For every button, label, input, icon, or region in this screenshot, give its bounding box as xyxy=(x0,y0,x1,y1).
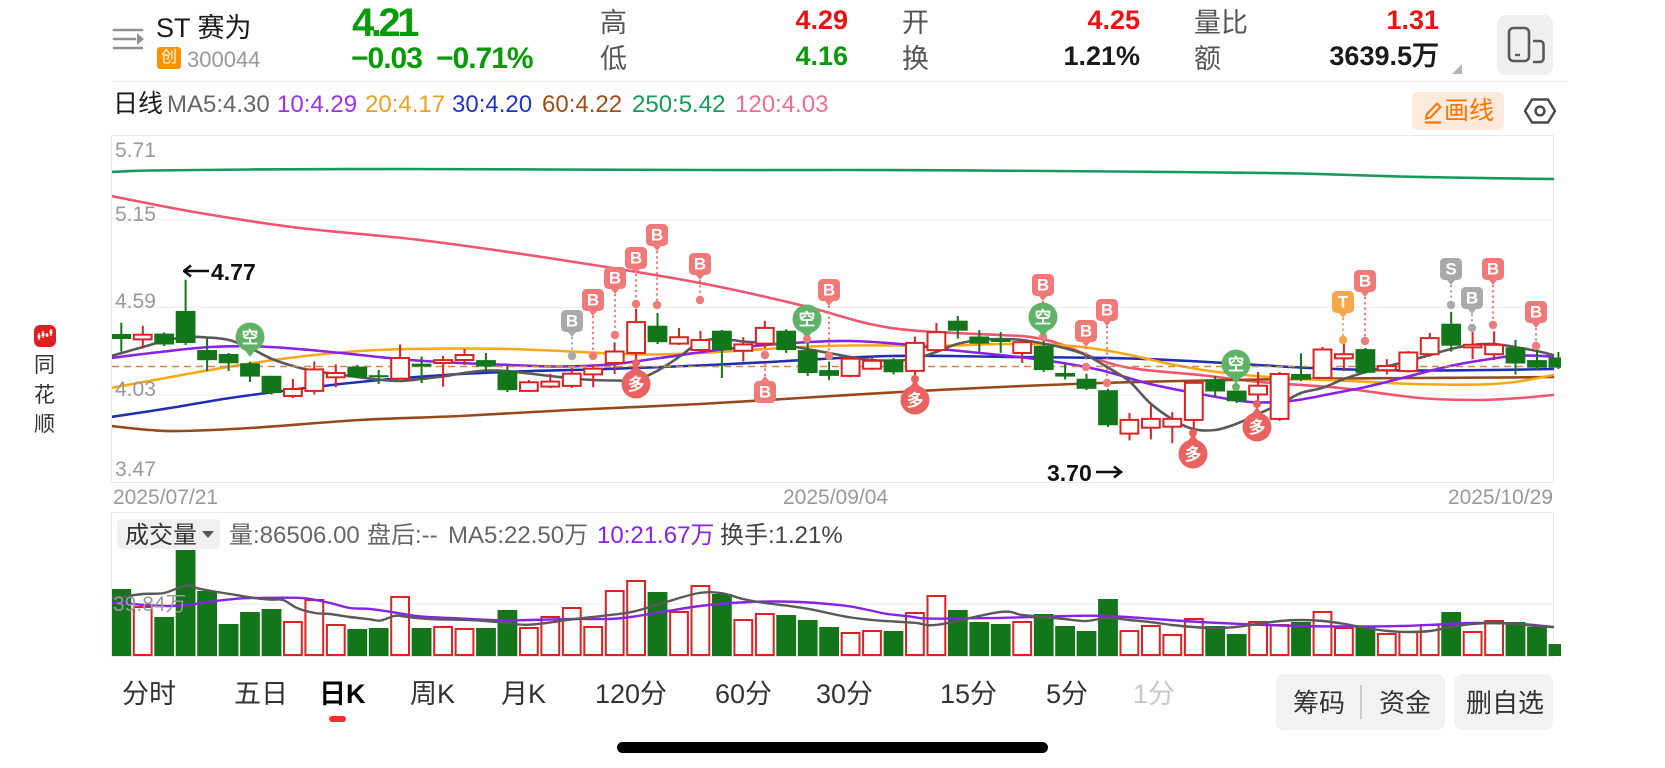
svg-text:B: B xyxy=(1359,272,1371,291)
svg-text:T: T xyxy=(1338,293,1349,312)
svg-text:空: 空 xyxy=(1035,307,1052,327)
svg-text:B: B xyxy=(609,269,621,288)
svg-text:B: B xyxy=(1037,276,1049,295)
svg-text:B: B xyxy=(759,383,771,402)
svg-text:多: 多 xyxy=(907,390,924,410)
svg-text:多: 多 xyxy=(628,374,645,394)
svg-text:B: B xyxy=(630,249,642,268)
svg-text:多: 多 xyxy=(1249,417,1266,437)
svg-text:B: B xyxy=(566,312,578,331)
svg-text:空: 空 xyxy=(1228,354,1245,374)
svg-text:B: B xyxy=(1101,301,1113,320)
svg-text:B: B xyxy=(1487,260,1499,279)
svg-text:B: B xyxy=(823,281,835,300)
svg-text:S: S xyxy=(1445,260,1456,279)
svg-text:B: B xyxy=(651,226,663,245)
svg-text:B: B xyxy=(1466,289,1478,308)
svg-text:空: 空 xyxy=(799,309,816,329)
svg-text:多: 多 xyxy=(1185,444,1202,464)
svg-text:B: B xyxy=(587,291,599,310)
svg-text:空: 空 xyxy=(242,327,259,347)
svg-text:B: B xyxy=(1530,303,1542,322)
svg-text:B: B xyxy=(1080,322,1092,341)
svg-text:B: B xyxy=(694,255,706,274)
